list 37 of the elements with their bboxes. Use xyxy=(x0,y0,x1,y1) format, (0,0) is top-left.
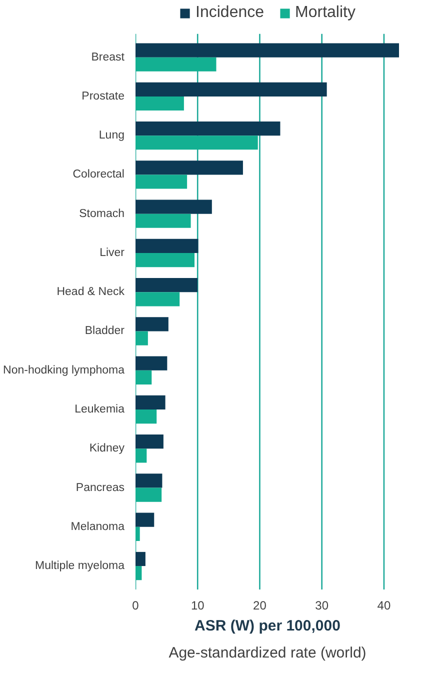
y-tick-label: Colorectal xyxy=(72,168,125,181)
text: Age-standardized rate (world) xyxy=(168,644,366,662)
legend-label: Mortality xyxy=(295,4,356,22)
bar xyxy=(136,238,198,253)
y-tick-label: Head & Neck xyxy=(56,286,125,298)
y-tick-label: Pancreas xyxy=(76,482,125,494)
x-tick-label: 20 xyxy=(253,598,267,612)
bar xyxy=(136,317,168,332)
bar xyxy=(136,160,243,175)
bar xyxy=(136,474,162,488)
y-tick-label: Breast xyxy=(91,51,126,64)
x-tick-label: 30 xyxy=(315,598,329,612)
bar xyxy=(136,43,399,58)
bar xyxy=(136,395,166,410)
bar xyxy=(136,278,198,292)
bar xyxy=(136,82,327,96)
y-tick-label: Lung xyxy=(98,130,125,142)
bar xyxy=(136,200,212,214)
y-tick-label: Stomach xyxy=(79,208,125,220)
y-tick-label: Leukemia xyxy=(74,404,126,416)
legend-label: Incidence xyxy=(196,4,264,22)
y-tick-label: Multiple myeloma xyxy=(35,560,126,572)
y-tick-label: Melanoma xyxy=(70,520,126,533)
y-tick-label: Kidney xyxy=(89,442,125,455)
y-tick-label: Bladder xyxy=(84,325,125,338)
y-tick-label: Liver xyxy=(100,246,125,259)
x-tick-label: 40 xyxy=(377,598,391,612)
y-tick-label: Prostate xyxy=(82,90,124,102)
x-tick-label: 0 xyxy=(132,598,140,612)
bar xyxy=(136,512,154,527)
x-tick-label: 10 xyxy=(190,598,205,612)
bar xyxy=(136,356,168,370)
bar xyxy=(136,434,164,449)
bar xyxy=(136,122,280,136)
x-axis-title: ASR (W) per 100,000 xyxy=(194,618,340,634)
y-tick-label: Non-hodking lymphoma xyxy=(3,364,126,376)
bar xyxy=(136,552,146,566)
